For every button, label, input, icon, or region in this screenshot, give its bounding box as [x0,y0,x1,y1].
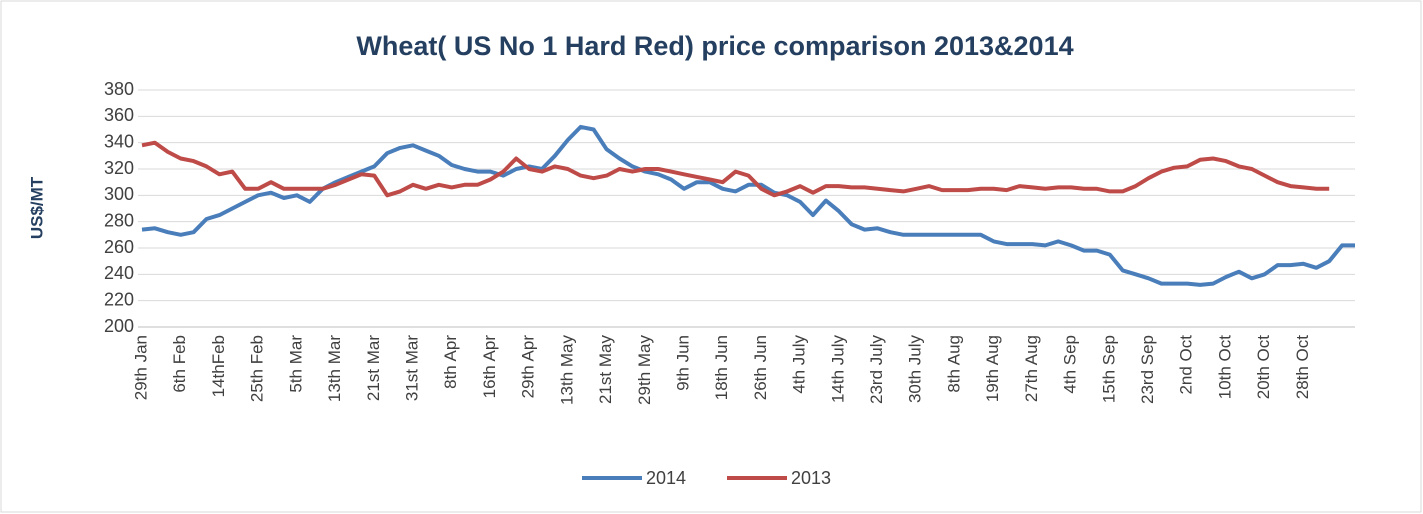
x-tick-label: 31st Mar [402,335,421,401]
x-tick-label: 19th Aug [983,335,1002,402]
x-tick-label: 18th Jun [712,335,731,400]
x-tick-label: 26th Jun [751,335,770,400]
x-tick-label: 20th Oct [1254,335,1273,400]
y-tick-label: 360 [104,105,134,125]
y-tick-label: 300 [104,184,134,204]
x-tick-label: 9th Jun [673,335,692,391]
x-tick-label: 29th May [635,335,654,405]
x-tick-label: 8th Apr [441,335,460,389]
y-tick-label: 220 [104,289,134,309]
x-tick-label: 14th July [828,335,847,404]
x-tick-label: 10th Oct [1215,335,1234,400]
y-tick-label: 260 [104,237,134,257]
x-tick-label: 8th Aug [944,335,963,393]
x-tick-label: 29th Apr [519,335,538,399]
x-tick-label: 27th Aug [1022,335,1041,402]
x-tick-label: 13th May [557,335,576,405]
chart-title: Wheat( US No 1 Hard Red) price compariso… [356,31,1073,61]
series-line [141,124,1355,287]
x-tick-label: 25th Feb [248,335,267,402]
y-axis-label: US$/MT [27,176,46,239]
x-tick-label: 4th July [790,335,809,394]
x-tick-label: 21st Mar [364,335,383,401]
x-tick-label: 2nd Oct [1177,335,1196,395]
x-tick-label: 13th Mar [325,335,344,402]
legend-label: 2013 [791,468,831,488]
y-tick-label: 280 [104,210,134,230]
x-tick-label: 4th Sep [1061,335,1080,394]
x-tick-label: 28th Oct [1293,335,1312,400]
y-tick-label: 320 [104,158,134,178]
y-tick-label: 200 [104,316,134,336]
x-tick-label: 15th Sep [1099,335,1118,403]
x-tick-label: 23rd July [867,335,886,404]
y-tick-label: 380 [104,79,134,99]
x-tick-label: 21st May [596,335,615,404]
x-tick-label: 5th Mar [286,335,305,393]
y-tick-label: 340 [104,131,134,151]
x-tick-label: 30th July [906,335,925,404]
series-line [141,140,1330,198]
x-tick-label: 6th Feb [170,335,189,393]
x-tick-label: 23rd Sep [1138,335,1157,404]
legend-label: 2014 [646,468,686,488]
x-tick-label: 16th Apr [480,335,499,399]
y-tick-label: 240 [104,263,134,283]
x-tick-label: 29th Jan [131,335,150,400]
x-tick-label: 14thFeb [209,335,228,397]
